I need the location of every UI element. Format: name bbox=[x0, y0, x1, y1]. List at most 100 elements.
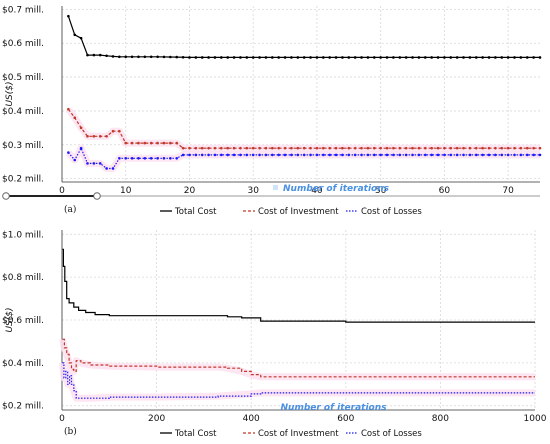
data-point-losses bbox=[213, 153, 217, 157]
data-point-losses bbox=[500, 153, 504, 157]
data-point-total bbox=[443, 56, 446, 59]
data-point-losses bbox=[79, 146, 83, 150]
data-point-losses bbox=[341, 153, 344, 157]
data-point-total bbox=[67, 14, 70, 18]
data-point-losses bbox=[194, 153, 198, 157]
data-point-total bbox=[392, 56, 395, 59]
data-point-total bbox=[73, 33, 77, 37]
data-point-investment bbox=[156, 141, 159, 145]
data-point-total bbox=[417, 56, 421, 59]
data-point-losses bbox=[156, 157, 159, 160]
data-point-losses bbox=[283, 153, 287, 157]
data-point-losses bbox=[385, 153, 389, 157]
data-point-investment bbox=[169, 141, 172, 145]
data-point-investment bbox=[462, 146, 465, 150]
data-point-total bbox=[92, 53, 96, 57]
data-point-investment bbox=[487, 146, 491, 150]
data-point-total bbox=[118, 55, 121, 59]
data-point-losses bbox=[137, 157, 140, 160]
data-point-total bbox=[500, 56, 504, 59]
data-point-total bbox=[137, 55, 140, 59]
data-point-investment bbox=[124, 141, 128, 145]
panel-label: (b) bbox=[64, 426, 77, 437]
data-point-total bbox=[347, 56, 351, 59]
data-point-investment bbox=[188, 146, 191, 150]
y-tick-label: $0.7 mill. bbox=[2, 5, 44, 15]
data-point-losses bbox=[277, 153, 280, 157]
data-point-losses bbox=[245, 153, 249, 157]
data-point-total bbox=[372, 56, 376, 59]
range-slider-handle-left[interactable] bbox=[2, 192, 10, 200]
data-point-investment bbox=[271, 146, 274, 150]
data-point-losses bbox=[417, 153, 421, 157]
data-point-investment bbox=[525, 146, 529, 150]
x-tick-label: 60 bbox=[439, 186, 451, 196]
data-point-losses bbox=[322, 153, 325, 157]
series-line-total bbox=[67, 16, 540, 58]
data-point-investment bbox=[315, 146, 319, 150]
data-point-losses bbox=[92, 162, 96, 165]
data-point-investment bbox=[436, 146, 440, 150]
data-point-investment bbox=[500, 146, 504, 150]
data-point-losses bbox=[474, 153, 478, 157]
data-point-investment bbox=[455, 146, 459, 150]
data-point-losses bbox=[513, 153, 516, 157]
range-slider-handle-right[interactable] bbox=[93, 192, 101, 200]
data-point-investment bbox=[213, 146, 217, 150]
data-point-losses bbox=[258, 153, 261, 157]
data-point-losses bbox=[105, 167, 108, 170]
data-point-investment bbox=[385, 146, 389, 150]
data-point-losses bbox=[309, 153, 312, 157]
data-point-investment bbox=[322, 146, 325, 150]
data-point-investment bbox=[194, 146, 198, 150]
data-point-losses bbox=[175, 157, 179, 160]
data-point-investment bbox=[309, 146, 312, 150]
data-point-investment bbox=[398, 146, 402, 150]
data-point-total bbox=[404, 56, 408, 59]
legend-label-losses: Cost of Losses bbox=[361, 429, 422, 439]
data-point-total bbox=[207, 56, 210, 59]
x-tick-label: 0 bbox=[59, 414, 65, 424]
data-point-investment bbox=[79, 126, 83, 130]
y-tick-label: $0.4 mill. bbox=[2, 359, 44, 369]
data-point-investment bbox=[245, 146, 249, 150]
data-point-investment bbox=[296, 146, 300, 150]
data-point-losses bbox=[411, 153, 414, 157]
data-point-total bbox=[296, 56, 300, 59]
data-point-losses bbox=[118, 157, 121, 160]
data-point-total bbox=[251, 56, 255, 59]
data-point-investment bbox=[111, 129, 115, 133]
y-axis-label: US($) bbox=[5, 307, 15, 332]
data-point-investment bbox=[149, 141, 153, 145]
data-point-total bbox=[455, 56, 459, 59]
chart-panel-2: 0 200 400 600 800 1000 $0.2 mill. $0.4 mill. $0.… bbox=[2, 230, 547, 439]
data-point-losses bbox=[430, 153, 433, 157]
x-tick-label: 50 bbox=[375, 186, 387, 196]
data-point-investment bbox=[494, 146, 497, 150]
data-point-total bbox=[462, 56, 465, 59]
data-point-total bbox=[315, 56, 319, 59]
legend: Total Cost Cost of Investment Cost of Loss… bbox=[160, 207, 422, 217]
data-point-total bbox=[111, 55, 115, 58]
data-point-total bbox=[525, 56, 529, 59]
data-point-investment bbox=[360, 146, 363, 150]
series-line-investment bbox=[62, 338, 535, 378]
legend-label-losses: Cost of Losses bbox=[361, 207, 422, 217]
data-point-losses bbox=[372, 153, 376, 157]
x-tick-label: 200 bbox=[148, 414, 165, 424]
x-tick-label: 800 bbox=[432, 414, 449, 424]
data-point-total bbox=[271, 56, 274, 59]
data-point-losses bbox=[328, 153, 331, 157]
data-point-total bbox=[149, 55, 153, 59]
data-point-investment bbox=[98, 135, 102, 138]
data-point-total bbox=[449, 56, 453, 59]
data-point-total bbox=[398, 56, 402, 59]
data-point-investment bbox=[519, 146, 523, 150]
data-point-losses bbox=[468, 153, 472, 157]
data-point-total bbox=[532, 56, 535, 59]
data-point-losses bbox=[353, 153, 357, 157]
data-point-investment bbox=[404, 146, 408, 150]
data-point-investment bbox=[73, 116, 77, 119]
data-point-losses bbox=[315, 153, 319, 157]
data-point-total bbox=[181, 55, 185, 59]
